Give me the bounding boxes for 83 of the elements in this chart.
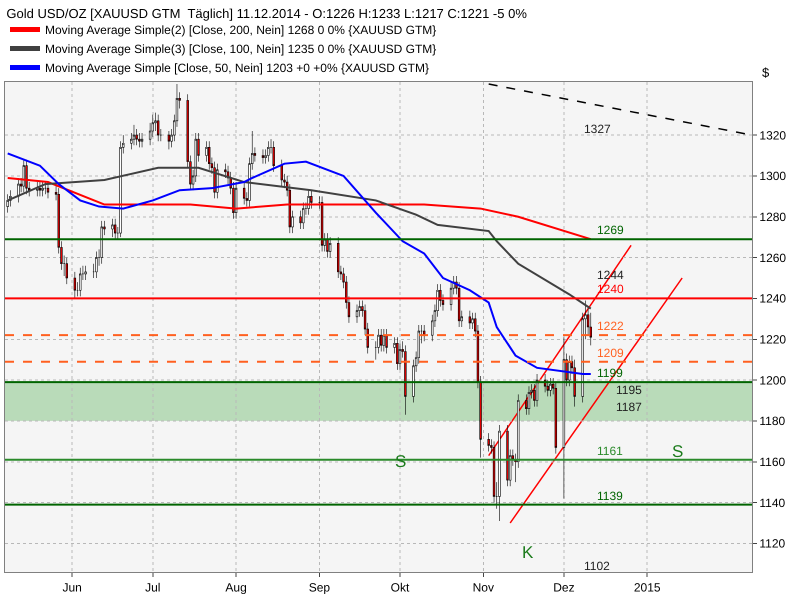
x-tick-label: Jun [62,580,82,594]
candlestick [140,132,144,148]
y-axis-title: $ [762,65,770,80]
candlestick [22,159,25,193]
y-tick-label: 1120 [759,536,786,551]
candlestick [280,159,283,186]
candlestick [549,378,552,397]
ref-line-label: 1222 [597,319,624,333]
candlestick [156,114,160,142]
x-tick-label: Okt [390,580,410,594]
candlestick [554,382,558,454]
legend-label: Moving Average Simple(2) [Close, 200, Nein] 1268 0 0% {XAUUSD GTM} [45,23,436,38]
candlestick [385,328,388,354]
y-tick-label: 1280 [759,210,786,224]
candlestick [536,374,538,407]
x-tick-label: Aug [225,580,247,594]
candlestick [320,196,324,252]
candlestick [132,124,136,146]
annotation: K [522,543,534,562]
candlestick [562,336,566,499]
candlestick [66,257,68,284]
annotation: 1102 [584,559,610,573]
annotation: 1195 [616,383,642,397]
candlestick [404,345,407,416]
candlestick [262,149,264,164]
candlestick [84,265,87,280]
candlestick [38,182,42,197]
candlestick [95,251,98,278]
y-tick-label: 1260 [759,250,786,265]
candlestick [272,140,275,172]
candlestick [356,304,358,324]
candlestick [302,202,304,230]
candlestick [242,182,246,205]
y-tick-label: 1220 [759,332,786,346]
legend-label: Moving Average Simple [Close, 50, Nein] 1203 +0 +0% {XAUUSD GTM} [45,61,429,76]
annotation: 1187 [616,400,642,414]
candlestick [498,424,501,522]
candlestick [396,336,398,370]
candlestick [267,140,270,162]
ref-line-label: 1161 [597,444,624,458]
y-tick-label: 1180 [759,414,786,428]
line-series [6,176,592,240]
candlestick [382,328,386,352]
candlestick [168,130,170,150]
candlestick [326,232,329,258]
candlestick [234,182,238,220]
x-tick-label: Sep [308,580,330,594]
ref-line-label: 1209 [597,346,624,360]
x-tick-label: Jul [145,580,160,594]
candlestick [114,218,116,240]
x-tick-label: Dez [553,580,575,594]
candlestick [590,312,592,346]
candlestick [487,432,490,452]
candlestick [208,140,210,170]
x-tick-label: Nov [472,580,494,594]
candlestick [100,220,103,264]
candlestick [468,310,472,330]
x-tick-label: 2015 [634,580,661,594]
y-tick-label: 1320 [759,128,786,142]
ref-line-label: 1269 [597,223,624,237]
candlestick [135,128,138,146]
candlestick [380,328,382,352]
candlestick [36,182,38,197]
candlestick [328,236,332,258]
candlestick [79,267,82,297]
y-tick-label: 1140 [759,496,786,510]
annotation: 1327 [584,122,612,136]
candlestick [528,386,530,416]
line-series [6,166,592,310]
candlestick [41,182,44,197]
line-series [6,152,592,375]
legend-label: Moving Average Simple(3) [Close, 100, Nein] 1235 0 0% {XAUUSD GTM} [45,42,436,56]
candlestick [74,272,76,299]
annotation: S [672,442,684,461]
candlestick [337,236,340,278]
y-tick-label: 1200 [759,373,786,388]
y-tick-label: 1160 [759,454,786,469]
candlestick [111,218,114,238]
chart-title: Gold USD/OZ [XAUUSD GTM Täglich] 11.12.2014 - O:1226 H:1233 L:1217 C:1221 -5 0% [6,6,528,22]
candlestick [138,132,141,148]
ref-line-label: 1139 [597,489,624,503]
y-tick-label: 1240 [759,292,786,306]
y-tick-label: 1300 [759,169,786,184]
